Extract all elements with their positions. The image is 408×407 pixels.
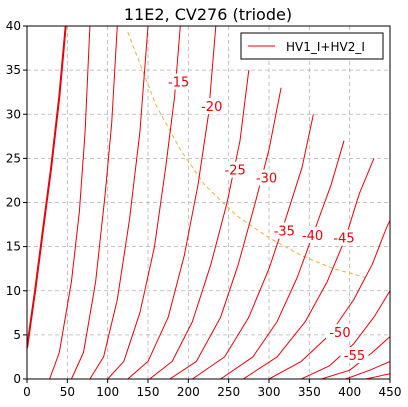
x-tick-label: 150: [137, 385, 160, 399]
plate-curve-series: [89, 26, 149, 379]
plate-curve-series: [70, 26, 118, 379]
curve-label-background: [197, 98, 226, 115]
plate-curve-series: [301, 290, 390, 379]
x-tick-label: 450: [379, 385, 402, 399]
plate-curve-series: [345, 360, 390, 379]
y-tick-label: 40: [6, 19, 21, 33]
y-tick-label: 25: [6, 151, 21, 165]
curve-label: -35: [274, 225, 295, 240]
plate-curve-series: [192, 114, 314, 379]
plate-curve-series: [242, 158, 375, 379]
curve-label-background: [340, 347, 369, 364]
y-tick-label: 0: [13, 372, 21, 386]
legend-label: HV1_I+HV2_I: [286, 40, 365, 54]
curve-label: -40: [302, 229, 323, 244]
x-tick-label: 100: [96, 385, 119, 399]
y-tick-label: 10: [6, 284, 21, 298]
plate-curve-series: [268, 219, 390, 379]
y-tick-label: 15: [6, 240, 21, 254]
y-tick-label: 35: [6, 63, 21, 77]
plate-curve-series: [127, 26, 217, 379]
curve-label: -50: [329, 326, 350, 341]
plate-curve-series: [107, 26, 181, 379]
curve-label-background: [298, 227, 327, 244]
load-line: [127, 32, 366, 278]
y-tick-label: 5: [13, 328, 21, 342]
curve-label: -15: [168, 75, 189, 90]
plate-curve-series: [27, 26, 67, 349]
plate-curve-series: [149, 70, 250, 379]
x-tick-label: 200: [177, 385, 200, 399]
curve-label: -25: [225, 164, 246, 179]
plate-curve-series: [365, 373, 390, 379]
curve-label: -30: [256, 172, 277, 187]
curve-label-background: [221, 161, 250, 178]
curve-label-background: [270, 222, 299, 239]
chart-title: 11E2, CV276 (triode): [124, 5, 292, 24]
curve-label: -20: [201, 100, 222, 115]
x-tick-label: 400: [338, 385, 361, 399]
x-tick-label: 250: [217, 385, 240, 399]
plate-curve-series: [220, 140, 345, 379]
curve-label-background: [325, 324, 354, 341]
x-tick-label: 300: [258, 385, 281, 399]
curve-label: -55: [344, 349, 365, 364]
x-tick-label: 0: [23, 385, 31, 399]
y-tick-label: 20: [6, 196, 21, 210]
plate-curve-series: [169, 87, 282, 379]
plate-curve-series: [49, 26, 91, 379]
legend: HV1_I+HV2_I: [240, 32, 384, 60]
curve-label-background: [164, 73, 193, 90]
curve-label-background: [330, 229, 359, 246]
x-tick-label: 50: [60, 385, 75, 399]
curve-label-background: [252, 169, 281, 186]
curve-label: -45: [333, 232, 354, 247]
y-tick-label: 30: [6, 107, 21, 121]
x-tick-label: 350: [298, 385, 321, 399]
